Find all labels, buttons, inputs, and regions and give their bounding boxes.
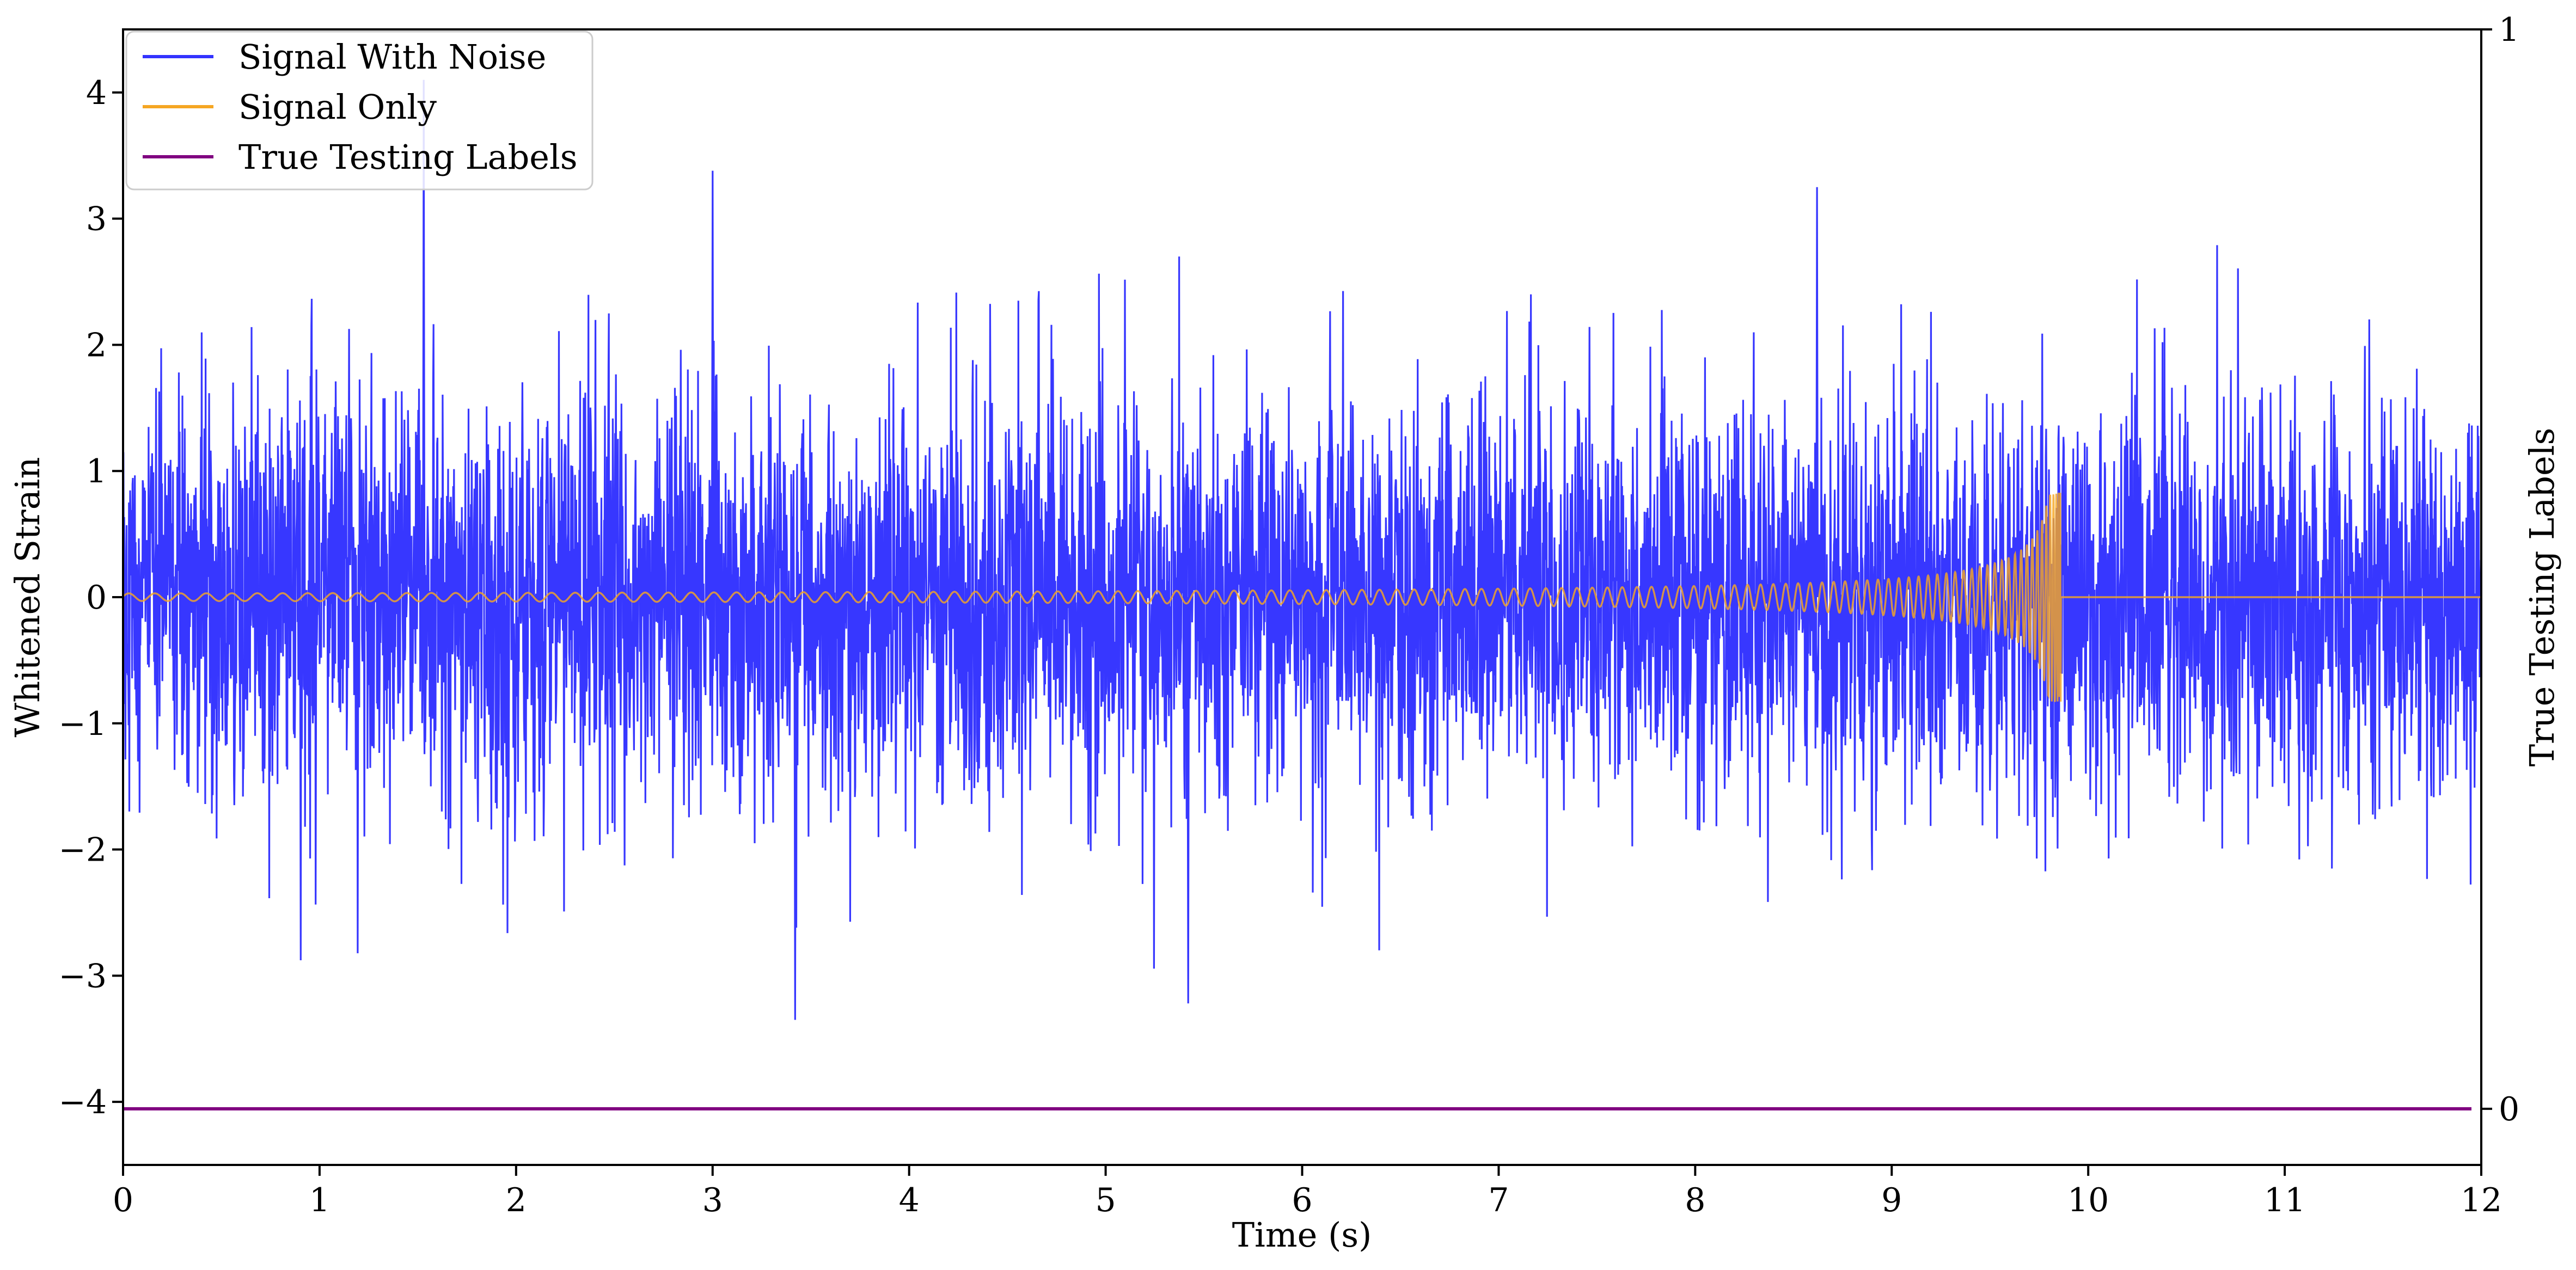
x-tick-label: 8 [1685, 1181, 1705, 1219]
x-tick-label: 11 [2264, 1181, 2305, 1219]
y-axis-label: Whitened Strain [8, 457, 47, 738]
y2-tick-label: 0 [2499, 1090, 2519, 1128]
y-tick-label: −1 [59, 705, 107, 743]
x-tick-label: 6 [1292, 1181, 1312, 1219]
x-axis: 0 1 2 3 4 5 6 7 8 9 10 11 12 [113, 1165, 2502, 1219]
series-signal-only [123, 493, 2481, 702]
legend-label-true-testing-labels: True Testing Labels [238, 137, 578, 177]
x-tick-label: 12 [2461, 1181, 2502, 1219]
y-tick-label: 1 [86, 452, 107, 490]
y2-axis: 01 [2481, 11, 2519, 1128]
x-tick-label: 10 [2067, 1181, 2109, 1219]
y-tick-label: 4 [86, 74, 107, 112]
y-tick-label: 0 [86, 579, 107, 617]
legend-label-signal-with-noise: Signal With Noise [238, 37, 546, 77]
legend-box [125, 30, 593, 191]
x-tick-label: 1 [309, 1181, 330, 1219]
y-tick-label: −4 [59, 1083, 107, 1121]
x-tick-label: 7 [1488, 1181, 1509, 1219]
x-tick-label: 3 [702, 1181, 723, 1219]
x-tick-label: 9 [1881, 1181, 1902, 1219]
legend: Signal With Noise Signal Only True Testi… [125, 30, 593, 191]
x-tick-label: 4 [899, 1181, 920, 1219]
y-tick-label: 3 [86, 200, 107, 238]
legend-label-signal-only: Signal Only [238, 87, 437, 127]
y-axis: −4 −3 −2 −1 0 1 2 3 4 [59, 74, 123, 1121]
x-tick-label: 5 [1095, 1181, 1116, 1219]
y2-axis-label: True Testing Labels [2522, 428, 2562, 767]
plot-area [122, 28, 2482, 1166]
x-tick-label: 2 [506, 1181, 527, 1219]
series-signal-with-noise [123, 79, 2481, 1020]
y-tick-label: 2 [86, 326, 107, 364]
y2-tick-label: 1 [2499, 11, 2519, 49]
y-tick-label: −3 [59, 957, 107, 995]
x-axis-label: Time (s) [1232, 1215, 1372, 1255]
x-tick-label: 0 [113, 1181, 133, 1219]
y-tick-label: −2 [59, 831, 107, 869]
series-layer [123, 79, 2481, 1111]
